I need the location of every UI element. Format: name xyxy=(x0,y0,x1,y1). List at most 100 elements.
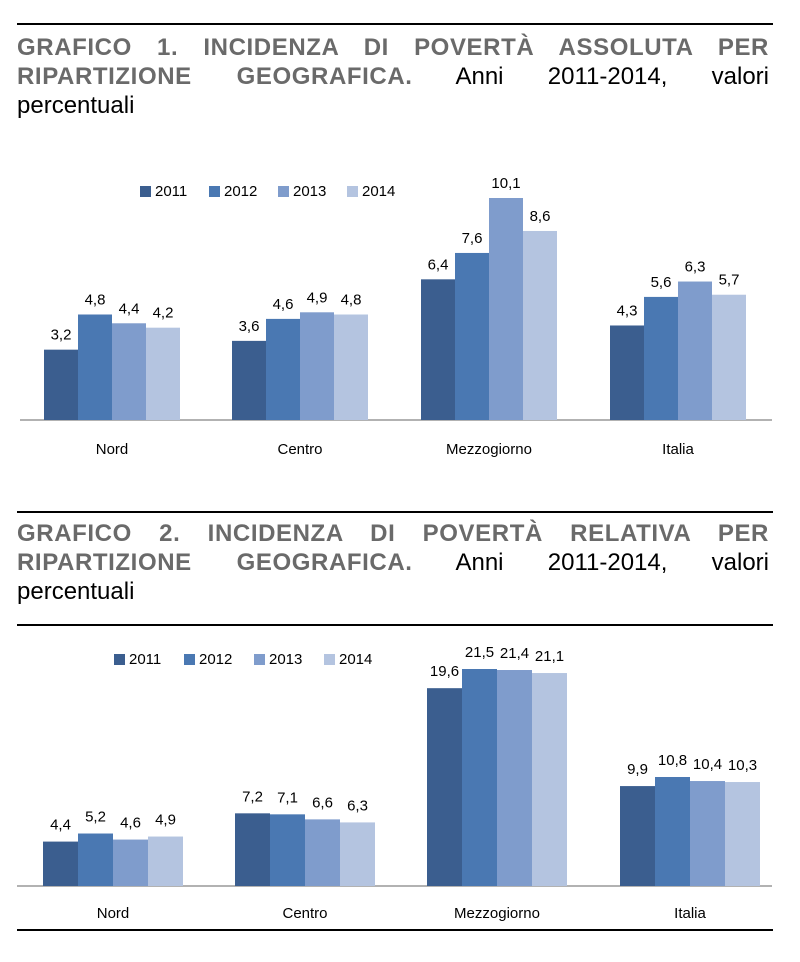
chart2-bar-centro-2013 xyxy=(305,819,340,886)
chart1-data-label-centro-2013: 4,9 xyxy=(307,289,328,306)
chart2-legend-swatch-2014 xyxy=(324,654,335,665)
chart2-bar-mezzogiorno-2011 xyxy=(427,688,462,886)
chart1-legend-label-2013: 2013 xyxy=(293,183,326,200)
chart2-legend-swatch-2011 xyxy=(114,654,125,665)
chart1-bar-italia-2011 xyxy=(610,325,644,420)
chart2-category-label-italia: Italia xyxy=(674,905,706,922)
chart1-legend-swatch-2013 xyxy=(278,186,289,197)
chart1-legend-swatch-2011 xyxy=(140,186,151,197)
chart2-title-line1: GRAFICO 2. INCIDENZA DI POVERTÀ RELATIVA… xyxy=(17,520,769,547)
chart1-category-label-nord: Nord xyxy=(96,441,129,458)
chart2-bar-nord-2014 xyxy=(148,836,183,886)
chart2-legend-swatch-2013 xyxy=(254,654,265,665)
chart2-data-label-italia-2013: 10,4 xyxy=(693,756,722,773)
chart2-data-label-nord-2014: 4,9 xyxy=(155,812,176,829)
chart2-data-label-centro-2014: 6,3 xyxy=(347,797,368,814)
bottom-rule xyxy=(17,929,773,931)
chart1-data-label-italia-2012: 5,6 xyxy=(651,274,672,291)
chart1-title-line1: GRAFICO 1. INCIDENZA DI POVERTÀ ASSOLUTA… xyxy=(17,34,769,61)
chart2-data-label-centro-2011: 7,2 xyxy=(242,788,263,805)
chart2-legend-label-2013: 2013 xyxy=(269,651,302,668)
chart2-data-label-centro-2013: 6,6 xyxy=(312,794,333,811)
chart1-bar-italia-2012 xyxy=(644,296,678,420)
chart1-data-label-centro-2011: 3,6 xyxy=(239,318,260,335)
chart1-legend-label-2012: 2012 xyxy=(224,183,257,200)
chart2-title-line3: percentuali xyxy=(17,578,135,605)
chart2-legend-swatch-2012 xyxy=(184,654,195,665)
chart1-legend-swatch-2012 xyxy=(209,186,220,197)
chart2-category-label-nord: Nord xyxy=(97,905,130,922)
chart2-legend-label-2014: 2014 xyxy=(339,651,372,668)
chart1-bar-centro-2011 xyxy=(232,340,266,420)
chart2-bar-italia-2014 xyxy=(725,782,760,886)
chart2-bar-centro-2012 xyxy=(270,814,305,886)
chart1-bar-italia-2013 xyxy=(678,281,712,420)
chart1-legend-label-2014: 2014 xyxy=(362,183,395,200)
chart1-data-label-italia-2011: 4,3 xyxy=(617,302,638,319)
chart1-data-label-italia-2013: 6,3 xyxy=(685,259,706,276)
chart1-legend-label-2011: 2011 xyxy=(155,183,187,200)
chart2-title-line2-rest: Anni 2011-2014, valori xyxy=(455,549,769,576)
chart2-bar-mezzogiorno-2012 xyxy=(462,669,497,886)
chart1-top-rule xyxy=(17,23,773,25)
chart2-bar-nord-2011 xyxy=(43,841,78,886)
chart2-bar-italia-2011 xyxy=(620,786,655,886)
chart1-data-label-mezzogiorno-2013: 10,1 xyxy=(491,175,520,192)
chart1-data-label-nord-2014: 4,2 xyxy=(153,305,174,322)
chart2-data-label-mezzogiorno-2011: 19,6 xyxy=(430,663,459,680)
chart2-category-label-mezzogiorno: Mezzogiorno xyxy=(454,905,540,922)
chart2-legend-label-2011: 2011 xyxy=(129,651,161,668)
chart2-top-rule xyxy=(17,511,773,513)
chart2-bar-italia-2013 xyxy=(690,781,725,886)
chart2-bar-mezzogiorno-2014 xyxy=(532,673,567,886)
chart2-data-label-mezzogiorno-2012: 21,5 xyxy=(465,644,494,661)
chart1-title: GRAFICO 1. INCIDENZA DI POVERTÀ ASSOLUTA… xyxy=(17,33,769,120)
chart2-bar-centro-2014 xyxy=(340,822,375,886)
chart1-bar-mezzogiorno-2013 xyxy=(489,198,523,420)
chart1-bar-centro-2014 xyxy=(334,314,368,420)
chart1-title-line2-rest: Anni 2011-2014, valori xyxy=(455,63,769,90)
chart2-data-label-nord-2012: 5,2 xyxy=(85,809,106,826)
chart1-data-label-mezzogiorno-2014: 8,6 xyxy=(530,208,551,225)
chart2-data-label-italia-2014: 10,3 xyxy=(728,757,757,774)
chart1-bar-nord-2012 xyxy=(78,314,112,420)
chart1-bar-nord-2011 xyxy=(44,349,78,420)
chart1-bar-italia-2014 xyxy=(712,294,746,420)
chart2-bar-centro-2011 xyxy=(235,813,270,886)
chart1-data-label-mezzogiorno-2011: 6,4 xyxy=(428,256,449,273)
chart1-data-label-nord-2012: 4,8 xyxy=(85,291,106,308)
chart2-title: GRAFICO 2. INCIDENZA DI POVERTÀ RELATIVA… xyxy=(17,519,769,606)
chart2-legend-label-2012: 2012 xyxy=(199,651,232,668)
chart1-data-label-italia-2014: 5,7 xyxy=(719,272,740,289)
chart2-bar-nord-2012 xyxy=(78,833,113,886)
chart1-plot: 2011 2012 2013 2014 3,2 4,8 4,4 4,2 Nord 3,6 4,6 4,… xyxy=(20,175,772,458)
chart1-title-line3: percentuali xyxy=(17,92,135,119)
chart1-data-label-centro-2012: 4,6 xyxy=(273,296,294,313)
chart1-category-label-italia: Italia xyxy=(662,441,694,458)
chart1-bar-centro-2012 xyxy=(266,318,300,420)
chart1-data-label-nord-2011: 3,2 xyxy=(51,327,72,344)
chart1-bar-nord-2014 xyxy=(146,327,180,420)
chart2-bar-mezzogiorno-2013 xyxy=(497,670,532,886)
chart1-bar-mezzogiorno-2014 xyxy=(523,230,557,420)
chart2-data-label-nord-2013: 4,6 xyxy=(120,815,141,832)
chart2-title-line2-bold: RIPARTIZIONE GEOGRAFICA. xyxy=(17,549,413,576)
chart1-data-label-mezzogiorno-2012: 7,6 xyxy=(462,230,483,247)
chart1-data-label-nord-2013: 4,4 xyxy=(119,300,140,317)
chart1-bar-nord-2013 xyxy=(112,323,146,420)
chart2-title-bottom-rule xyxy=(17,624,773,626)
chart1-bar-centro-2013 xyxy=(300,312,334,420)
chart2-data-label-centro-2012: 7,1 xyxy=(277,789,298,806)
chart1-bar-mezzogiorno-2012 xyxy=(455,252,489,420)
chart1-data-label-centro-2014: 4,8 xyxy=(341,291,362,308)
chart2-data-label-mezzogiorno-2014: 21,1 xyxy=(535,648,564,665)
chart2-category-label-centro: Centro xyxy=(282,905,327,922)
chart1-title-line2-bold: RIPARTIZIONE GEOGRAFICA. xyxy=(17,63,413,90)
chart2-bar-nord-2013 xyxy=(113,839,148,886)
chart1-bar-mezzogiorno-2011 xyxy=(421,279,455,420)
chart2-data-label-nord-2011: 4,4 xyxy=(50,817,71,834)
chart1-category-label-mezzogiorno: Mezzogiorno xyxy=(446,441,532,458)
chart2-data-label-mezzogiorno-2013: 21,4 xyxy=(500,645,529,662)
chart1-category-label-centro: Centro xyxy=(277,441,322,458)
chart2-bar-italia-2012 xyxy=(655,776,690,886)
